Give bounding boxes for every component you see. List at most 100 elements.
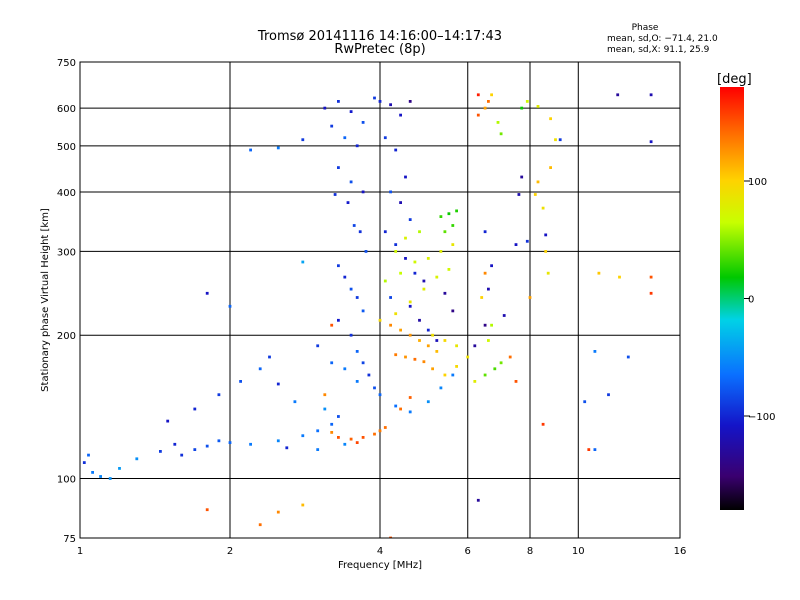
data-point [476, 93, 480, 97]
data-point [276, 510, 280, 514]
data-point [389, 296, 392, 299]
data-point [499, 132, 503, 136]
data-point [443, 291, 447, 295]
data-point [455, 344, 458, 348]
data-point [337, 166, 340, 169]
data-point [316, 344, 320, 348]
colorbar-tick-label: 100 [748, 177, 767, 188]
data-point [649, 275, 653, 279]
data-point [91, 471, 94, 474]
data-point [490, 323, 493, 327]
data-point [383, 426, 387, 429]
data-point [394, 404, 398, 408]
data-point [480, 296, 484, 299]
data-point [473, 380, 477, 383]
data-point [378, 393, 382, 397]
data-point [544, 233, 548, 237]
data-point [483, 373, 487, 377]
data-point [217, 439, 221, 443]
data-point [439, 386, 443, 390]
data-point [228, 441, 232, 444]
data-point [361, 190, 365, 194]
data-point [496, 121, 500, 124]
data-point [499, 361, 503, 365]
data-point [343, 367, 347, 371]
data-point [546, 271, 550, 275]
data-point [418, 318, 421, 322]
data-point [451, 243, 455, 246]
data-point [355, 144, 359, 148]
data-point [525, 100, 529, 103]
data-point [554, 138, 557, 142]
data-point [626, 355, 630, 359]
data-point [99, 475, 102, 478]
data-point [205, 291, 209, 295]
data-point [361, 121, 365, 124]
data-point [528, 296, 532, 299]
data-point [383, 279, 387, 283]
data-point [520, 106, 524, 110]
data-point [649, 140, 653, 144]
data-point [418, 230, 421, 234]
data-point [258, 523, 262, 527]
data-point [451, 373, 455, 377]
chart-title: Tromsø 20141116 14:16:00–14:17:43 [257, 29, 502, 44]
data-point [293, 400, 297, 404]
data-point [439, 250, 443, 253]
data-point [593, 448, 597, 451]
data-point [649, 93, 653, 97]
data-point [399, 328, 402, 332]
stats-title: Phase [632, 23, 659, 33]
data-point [383, 136, 387, 140]
y-tick-label: 500 [57, 142, 76, 153]
data-point [483, 230, 487, 234]
data-point [404, 355, 407, 359]
data-point [483, 323, 487, 327]
data-point [217, 393, 221, 397]
data-point [399, 113, 402, 117]
data-point [249, 442, 252, 446]
data-point [394, 243, 398, 246]
y-axis-label: Stationary phase Virtual Height [km] [40, 208, 51, 392]
colorbar-label: [deg] [717, 72, 752, 87]
data-point [520, 175, 524, 179]
data-point [330, 361, 334, 365]
x-tick-label: 10 [572, 546, 585, 557]
y-tick-label: 750 [57, 58, 76, 69]
data-point [413, 260, 417, 264]
data-point [431, 367, 434, 371]
y-tick-label: 600 [57, 104, 76, 115]
data-point [323, 407, 327, 411]
data-point [173, 442, 177, 446]
data-point [426, 257, 430, 260]
y-tick-label: 200 [57, 331, 76, 342]
data-point [276, 146, 280, 150]
data-point [361, 436, 365, 439]
x-axis-label: Frequency [MHz] [338, 560, 422, 571]
data-point [301, 138, 305, 142]
data-point [337, 436, 340, 439]
data-point [301, 503, 305, 507]
data-point [431, 333, 434, 337]
data-point [536, 105, 540, 108]
data-point [487, 100, 490, 103]
data-point [349, 110, 353, 113]
data-point [399, 201, 402, 204]
data-point [330, 422, 334, 426]
data-point [364, 250, 368, 253]
data-point [533, 193, 537, 196]
data-point [301, 260, 305, 264]
y-tick-label: 400 [57, 188, 76, 199]
data-point [159, 450, 162, 453]
data-point [337, 100, 340, 103]
data-point [330, 323, 334, 327]
data-point [439, 215, 443, 218]
data-point [378, 100, 382, 103]
data-point [426, 400, 430, 404]
data-point [276, 439, 280, 443]
data-point [316, 448, 320, 451]
data-point [404, 175, 407, 179]
data-point [587, 448, 591, 451]
data-point [205, 444, 209, 448]
